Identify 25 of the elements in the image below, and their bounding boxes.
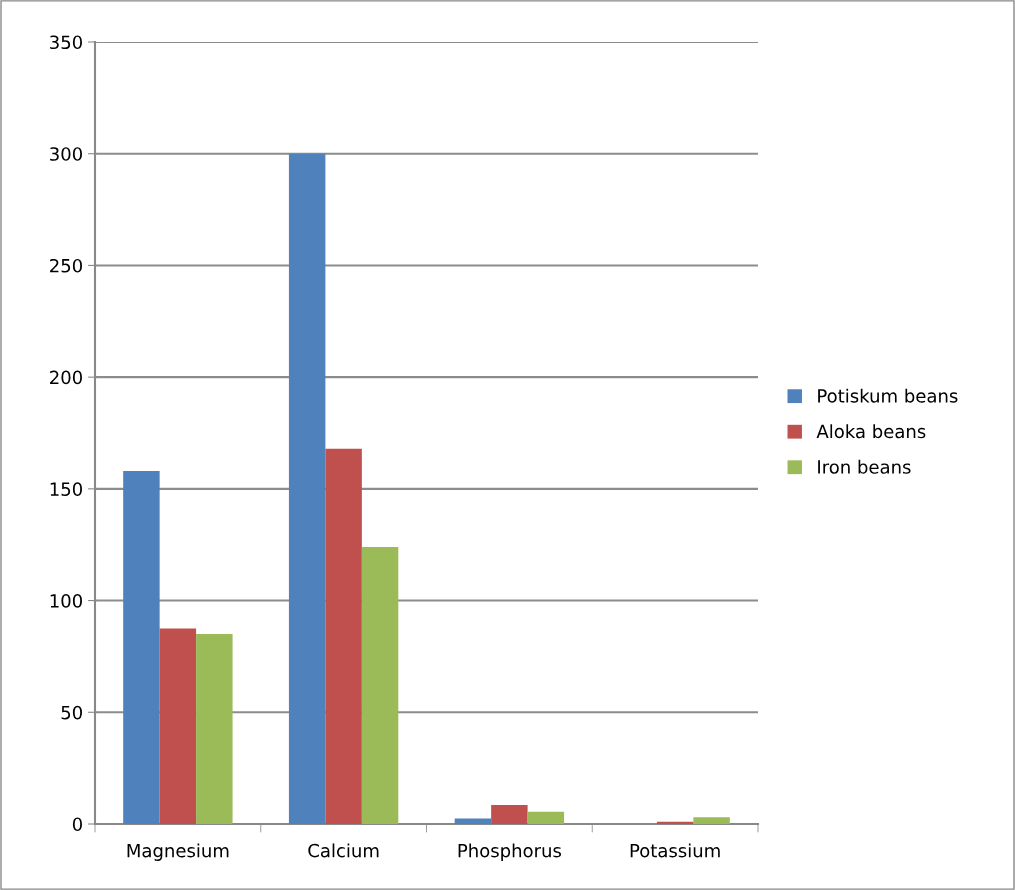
bar [491,805,528,824]
y-tick-label: 100 [50,594,82,608]
bar [196,634,233,824]
legend-label: Aloka beans [816,424,926,439]
x-tick-label: Calcium [308,843,379,858]
y-tick-label: 350 [50,35,82,50]
bar [361,546,399,824]
bar [288,153,326,824]
bar [325,448,362,824]
y-tick-label: 300 [50,147,82,161]
x-tick-label: Potassium [630,843,720,858]
bar [159,628,197,824]
bar [693,817,730,824]
y-tick-label: 150 [50,482,82,496]
legend-label: Iron beans [818,459,911,474]
legend-label: Potiskum beans [818,388,958,403]
y-tick-label: 200 [50,370,82,385]
bar [454,818,492,824]
bar [123,470,160,824]
x-tick-label: Phosphorus [458,843,561,861]
x-tick-label: Magnesium [127,843,229,861]
y-tick-label: 0 [72,817,82,832]
y-tick-label: 250 [50,258,82,273]
y-tick-label: 50 [61,705,82,720]
bar [527,811,565,824]
